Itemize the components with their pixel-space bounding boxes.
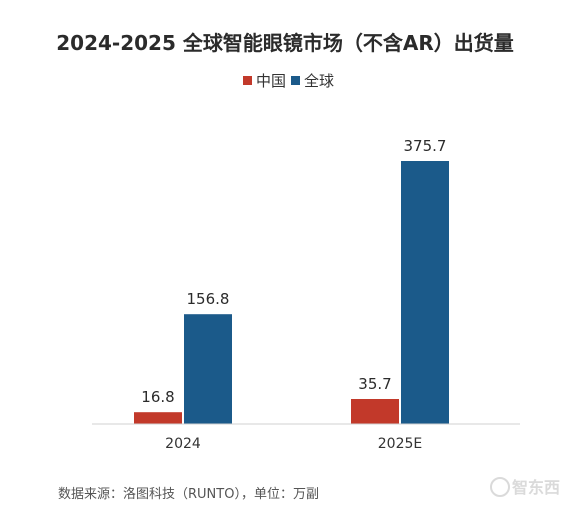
watermark: 智东西 <box>490 477 560 497</box>
bar-global-2025E <box>401 161 449 424</box>
x-tick-label: 2024 <box>165 436 201 452</box>
data-label: 375.7 <box>404 137 447 155</box>
watermark-logo-icon <box>490 477 510 497</box>
legend-swatch-china <box>243 76 252 85</box>
source-note: 数据来源：洛图科技（RUNTO），单位：万副 <box>58 487 319 502</box>
data-label: 156.8 <box>187 290 230 308</box>
legend-swatch-global <box>291 76 300 85</box>
bar-china-2025E <box>351 399 399 424</box>
bar-china-2024 <box>134 412 182 424</box>
legend-label-global: 全球 <box>304 72 334 90</box>
plot-area: 2024 16.8 156.8 2025E 35.7 375.7 <box>134 137 449 452</box>
x-tick-label: 2025E <box>378 436 422 452</box>
legend-label-china: 中国 <box>256 72 286 90</box>
data-label: 16.8 <box>141 388 174 406</box>
bar-global-2024 <box>184 314 232 424</box>
legend: 中国 全球 <box>243 72 334 90</box>
chart-title: 2024-2025 全球智能眼镜市场（不含AR）出货量 <box>56 31 513 55</box>
data-label: 35.7 <box>358 375 391 393</box>
watermark-text: 智东西 <box>512 478 560 497</box>
